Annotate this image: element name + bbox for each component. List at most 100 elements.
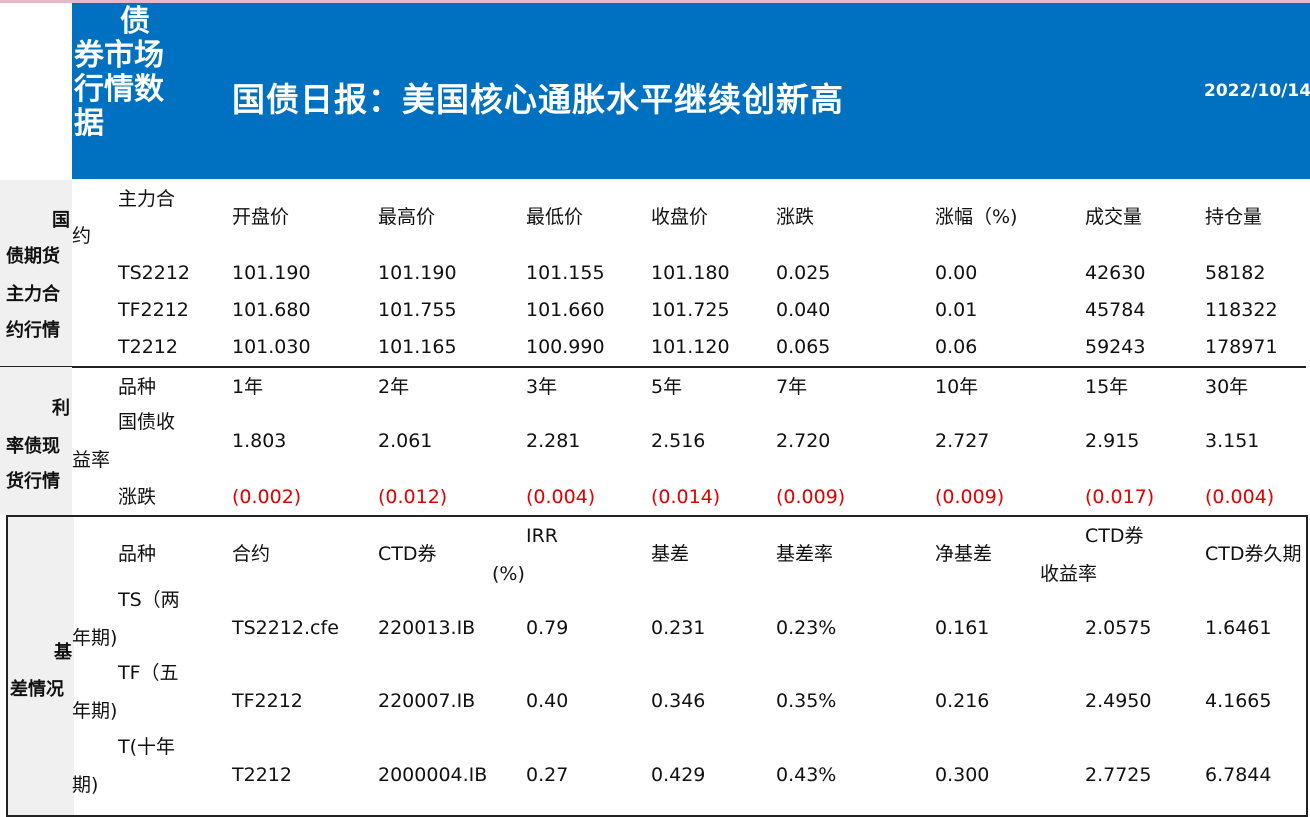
- spot-yield-label: 益率: [72, 449, 111, 471]
- section-label-line: 基: [54, 642, 72, 663]
- spot-yield-value: 2.727: [935, 430, 990, 452]
- futures-cell: 0.00: [935, 262, 978, 284]
- futures-row-contract: TS2212: [118, 262, 191, 284]
- section-label-line: 率债现: [6, 436, 60, 457]
- futures-column-header: 涨幅（%): [935, 206, 1018, 228]
- futures-column-header: 收盘价: [651, 206, 709, 228]
- futures-cell: 101.165: [378, 336, 457, 358]
- section-label-line: 利: [52, 398, 70, 419]
- spot-change-value: (0.004): [526, 486, 596, 508]
- futures-column-header: 成交量: [1085, 206, 1143, 228]
- futures-column-header: 开盘价: [232, 206, 290, 228]
- section-label-line: 货行情: [6, 471, 60, 492]
- spot-column-header: 15年: [1085, 376, 1129, 398]
- side-title: 债 券市场 行情数 据: [74, 5, 194, 141]
- futures-cell: 0.01: [935, 299, 978, 321]
- futures-cell: 118322: [1205, 299, 1278, 321]
- futures-cell: 100.990: [526, 336, 605, 358]
- spot-change-value: (0.009): [935, 486, 1005, 508]
- futures-cell: 101.680: [232, 299, 311, 321]
- futures-column-header: 最高价: [378, 206, 436, 228]
- basis-row-variety: 期): [72, 774, 99, 796]
- futures-cell: 0.025: [776, 262, 831, 284]
- basis-cell: TF2212: [232, 690, 303, 712]
- basis-section: 基 差情况: [6, 515, 1308, 817]
- basis-cell: 220013.IB: [378, 617, 476, 639]
- section-label-line: 主力合: [6, 284, 60, 305]
- spot-column-header: 7年: [776, 376, 808, 398]
- side-title-line: 行情数: [74, 72, 164, 107]
- basis-cell: 0.27: [526, 764, 569, 786]
- side-title-line: 据: [74, 106, 104, 141]
- futures-cell: 42630: [1085, 262, 1146, 284]
- spot-change-value: (0.009): [776, 486, 846, 508]
- basis-cell: 2000004.IB: [378, 764, 488, 786]
- basis-cell: 0.346: [651, 690, 706, 712]
- futures-cell: 58182: [1205, 262, 1266, 284]
- basis-cell: 0.23%: [776, 617, 837, 639]
- spot-yield-value: 2.061: [378, 430, 433, 452]
- futures-cell: 101.030: [232, 336, 311, 358]
- basis-cell: 220007.IB: [378, 690, 476, 712]
- basis-row-variety: TS（两: [118, 589, 180, 611]
- side-title-line: 债: [120, 4, 150, 39]
- futures-column-header: 涨跌: [776, 206, 815, 228]
- basis-column-header: (%): [492, 563, 525, 585]
- basis-cell: 0.79: [526, 617, 569, 639]
- basis-column-header: CTD券: [1085, 525, 1144, 547]
- futures-column-header: 持仓量: [1205, 206, 1263, 228]
- spot-change-label: 涨跌: [118, 486, 157, 508]
- section-label-line: 差情况: [10, 679, 64, 700]
- basis-cell: 0.161: [935, 617, 990, 639]
- report-date: 2022/10/14: [1204, 81, 1310, 101]
- basis-cell: 0.35%: [776, 690, 837, 712]
- spot-yield-value: 2.281: [526, 430, 581, 452]
- spot-column-header: 1年: [232, 376, 264, 398]
- top-accent-line: [0, 0, 1310, 3]
- basis-cell: 1.6461: [1205, 617, 1272, 639]
- spot-change-value: (0.012): [378, 486, 448, 508]
- futures-cell: 101.660: [526, 299, 605, 321]
- futures-cell: 45784: [1085, 299, 1146, 321]
- basis-column-header: 净基差: [935, 543, 993, 565]
- futures-cell: 101.155: [526, 262, 605, 284]
- futures-row-contract: T2212: [118, 336, 178, 358]
- futures-cell: 59243: [1085, 336, 1146, 358]
- basis-cell: 2.7725: [1085, 764, 1152, 786]
- spot-yield-label: 国债收: [118, 411, 176, 433]
- futures-row-contract: TF2212: [118, 299, 189, 321]
- basis-cell: T2212: [232, 764, 292, 786]
- basis-row-variety: 年期): [72, 627, 118, 649]
- basis-row-variety: 年期): [72, 700, 118, 722]
- basis-row-variety: T(十年: [118, 736, 176, 758]
- basis-cell: 0.216: [935, 690, 990, 712]
- basis-cell: 4.1665: [1205, 690, 1272, 712]
- spot-yield-value: 1.803: [232, 430, 287, 452]
- side-title-line: 券市场: [74, 38, 164, 73]
- futures-head-contract: 约: [72, 225, 92, 247]
- spot-change-value: (0.002): [232, 486, 302, 508]
- spot-change-value: (0.017): [1085, 486, 1155, 508]
- spot-column-header: 2年: [378, 376, 410, 398]
- basis-row-variety: TF（五: [118, 662, 179, 684]
- futures-cell: 101.190: [232, 262, 311, 284]
- spot-column-header: 5年: [651, 376, 683, 398]
- spot-section-label: 利 率债现 货行情: [0, 367, 72, 515]
- basis-cell: TS2212.cfe: [232, 617, 339, 639]
- futures-cell: 178971: [1205, 336, 1278, 358]
- basis-column-header: 基差: [651, 543, 690, 565]
- spot-yield-value: 2.915: [1085, 430, 1140, 452]
- futures-cell: 101.180: [651, 262, 730, 284]
- spot-change-value: (0.014): [651, 486, 721, 508]
- futures-cell: 101.120: [651, 336, 730, 358]
- spot-change-value: (0.004): [1205, 486, 1275, 508]
- futures-cell: 0.040: [776, 299, 831, 321]
- report-banner: 债 券市场 行情数 据 国债日报：美国核心通胀水平继续创新高 2022/10/1…: [72, 3, 1310, 179]
- futures-cell: 101.755: [378, 299, 457, 321]
- basis-cell: 0.429: [651, 764, 706, 786]
- basis-cell: 0.231: [651, 617, 706, 639]
- futures-column-header: 最低价: [526, 206, 584, 228]
- basis-cell: 2.4950: [1085, 690, 1152, 712]
- section-label-line: 国: [52, 210, 70, 231]
- futures-section: 国 债期货 主力合 约行情: [0, 180, 1306, 368]
